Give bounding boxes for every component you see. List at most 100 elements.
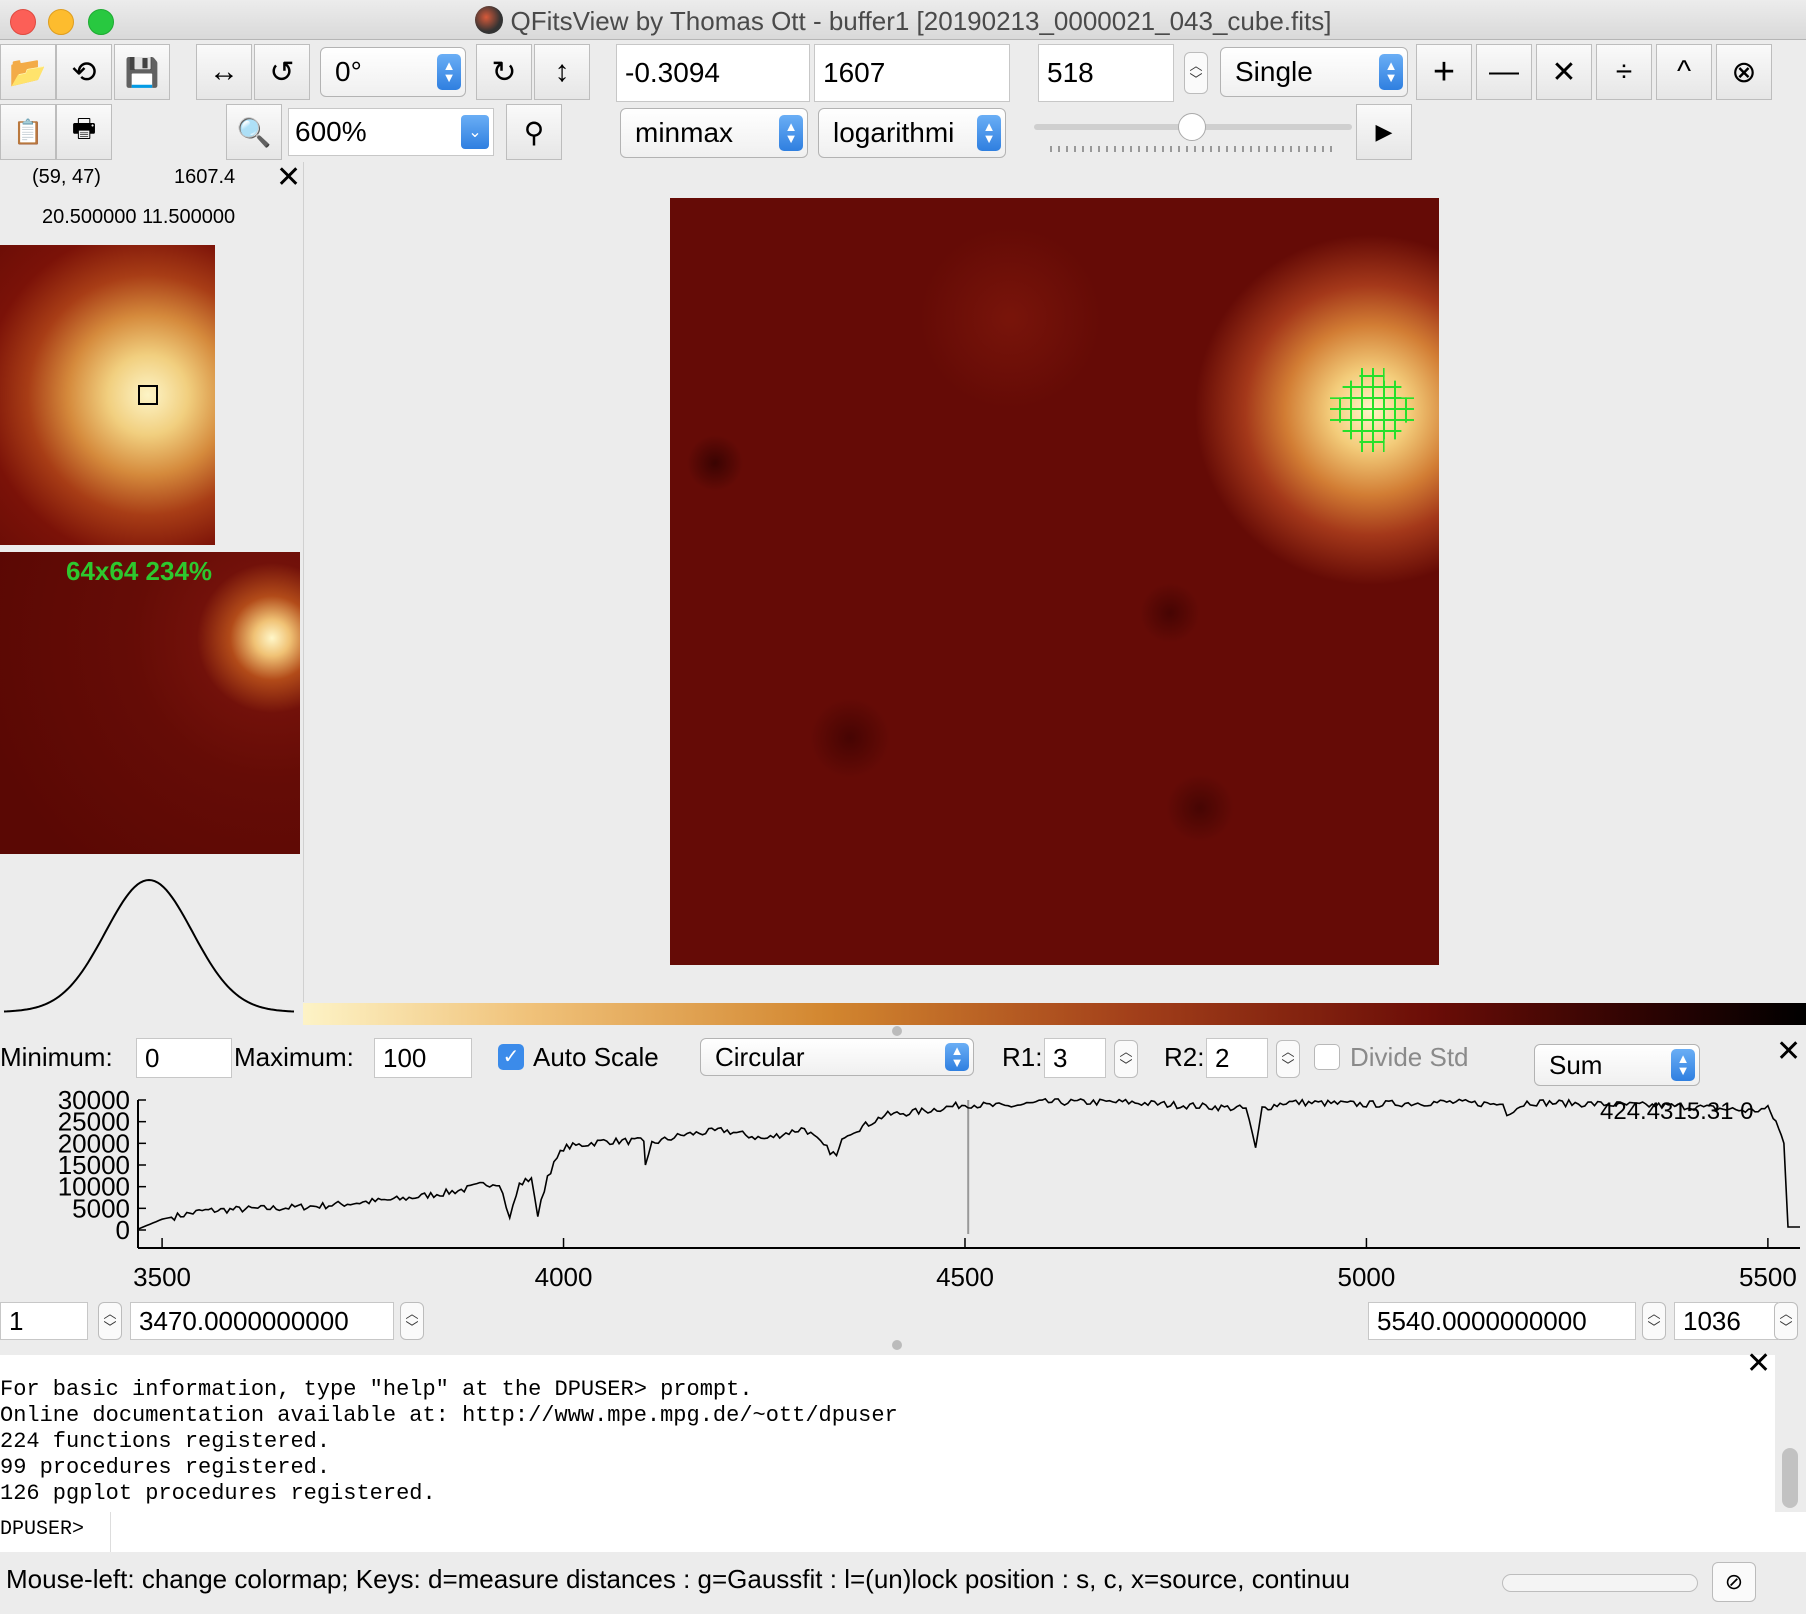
play-button[interactable]: ▶ xyxy=(1356,104,1412,160)
maximum-field[interactable]: 100 xyxy=(374,1038,472,1078)
xrange-end-field[interactable]: 5540.0000000000 xyxy=(1368,1302,1636,1340)
zoom-select[interactable]: 600% ⌄ xyxy=(288,108,494,156)
channel-start-field[interactable]: 1 xyxy=(0,1302,88,1340)
horizontal-arrows-icon: ↔ xyxy=(209,55,239,88)
select-arrows-icon: ▲ ▼ xyxy=(437,54,461,90)
spectrum-chart[interactable]: 3500 4000 4500 5000 5500 30000250002000015000… xyxy=(0,1090,1806,1300)
y-tick-label: 10000 xyxy=(58,1172,130,1202)
splitter-handle[interactable] xyxy=(892,1340,902,1350)
rotate-cw-button[interactable]: ↻ xyxy=(476,44,532,100)
channel-start-stepper[interactable]: ︿ ﹀ xyxy=(98,1302,122,1340)
close-console-icon[interactable]: ✕ xyxy=(1746,1347,1772,1380)
rotation-select[interactable]: 0° ▲ ▼ xyxy=(320,47,466,97)
stop-button[interactable]: ⊘ xyxy=(1712,1562,1756,1602)
flip-horizontal-button[interactable]: ↔ xyxy=(196,44,252,100)
frame-slider-thumb[interactable] xyxy=(1178,113,1206,141)
minimize-window-button[interactable] xyxy=(48,9,74,35)
x-tick-label: 4500 xyxy=(936,1262,994,1292)
channel-end-stepper[interactable]: ︿ ﹀ xyxy=(1774,1302,1798,1340)
magnifier-icon: 🔍 xyxy=(236,116,272,148)
pixel-value-field[interactable]: -0.3094 xyxy=(616,44,810,102)
zoom-window-button[interactable] xyxy=(88,9,114,35)
minimum-label: Minimum: xyxy=(0,1042,113,1072)
clear-button[interactable]: ⊗ xyxy=(1716,44,1772,100)
combine-select[interactable]: Sum ▲ ▼ xyxy=(1534,1044,1700,1086)
divide-icon: ÷ xyxy=(1615,55,1633,88)
power-button[interactable]: ^ xyxy=(1656,44,1712,100)
command-input[interactable] xyxy=(110,1512,1770,1552)
progress-bar xyxy=(1502,1574,1698,1592)
xrange-end-stepper[interactable]: ︿ ﹀ xyxy=(1642,1302,1666,1340)
scale-method-select[interactable]: minmax ▲ ▼ xyxy=(620,108,808,158)
r1-field[interactable]: 3 xyxy=(1044,1038,1106,1078)
magnifier-view[interactable] xyxy=(0,245,215,545)
select-arrows-icon: ▲ ▼ xyxy=(945,1043,969,1071)
multiply-button[interactable]: ✕ xyxy=(1536,44,1592,100)
overview-image[interactable]: 64x64 234% xyxy=(0,552,300,854)
divide-button[interactable]: ÷ xyxy=(1596,44,1652,100)
rotation-value: 0° xyxy=(335,56,362,87)
times-icon: ✕ xyxy=(1551,55,1577,89)
select-arrows-icon: ▲ ▼ xyxy=(977,115,1001,151)
print-button[interactable]: 🖶 xyxy=(56,104,112,160)
console-line: 224 functions registered. xyxy=(0,1429,331,1454)
r2-stepper[interactable]: ︿ ﹀ xyxy=(1276,1040,1300,1078)
console-line: 99 procedures registered. xyxy=(0,1455,331,1480)
splitter-handle[interactable] xyxy=(892,1026,902,1036)
close-info-icon[interactable]: ✕ xyxy=(276,161,302,194)
copy-button[interactable]: 📋 xyxy=(0,104,56,160)
cursor-box xyxy=(138,385,158,405)
y-tick-label: 0 xyxy=(116,1215,130,1245)
floppy-disk-icon: 💾 xyxy=(124,56,160,88)
reload-button[interactable]: ⟲ xyxy=(56,44,112,100)
minimum-field[interactable]: 0 xyxy=(136,1038,232,1078)
scale-method-value: minmax xyxy=(635,117,734,148)
spectrum-series-line xyxy=(137,1097,1800,1230)
y-tick-label: 5000 xyxy=(72,1193,130,1223)
spinner-icon: ⊘ xyxy=(1724,1569,1744,1594)
y-tick-label: 25000 xyxy=(58,1107,130,1137)
divide-std-label: Divide Std xyxy=(1350,1042,1469,1072)
frame-number-field[interactable]: 518 xyxy=(1038,44,1174,102)
y-tick-label: 30000 xyxy=(58,1090,130,1115)
console-line: 126 pgplot procedures registered. xyxy=(0,1481,436,1506)
colorbar[interactable] xyxy=(303,1003,1806,1025)
xrange-start-stepper[interactable]: ︿ ﹀ xyxy=(400,1302,424,1340)
dpuser-prompt: DPUSER> xyxy=(0,1518,85,1541)
window-title-text: QFitsView by Thomas Ott - buffer1 [20190… xyxy=(510,6,1332,36)
prompt-row[interactable]: DPUSER> xyxy=(0,1512,1806,1552)
flip-vertical-button[interactable]: ↕ xyxy=(534,44,590,100)
channel-end-field[interactable]: 1036 xyxy=(1674,1302,1778,1340)
minus-icon: — xyxy=(1489,55,1519,88)
select-arrows-icon: ▲ ▼ xyxy=(1379,54,1403,90)
mode-select[interactable]: Single ▲ ▼ xyxy=(1220,47,1408,97)
rotate-ccw-button[interactable]: ↺ xyxy=(254,44,310,100)
x-tick-label: 3500 xyxy=(133,1262,191,1292)
divide-std-checkbox[interactable] xyxy=(1314,1044,1340,1070)
auto-scale-label: Auto Scale xyxy=(533,1042,659,1072)
close-window-button[interactable] xyxy=(10,9,36,35)
main-image[interactable] xyxy=(670,198,1439,965)
auto-scale-checkbox[interactable]: ✓ xyxy=(498,1044,524,1070)
y-tick-label: 20000 xyxy=(58,1128,130,1158)
add-button[interactable]: + xyxy=(1416,44,1472,100)
cursor-position: (59, 47) xyxy=(32,166,101,188)
xrange-start-field[interactable]: 3470.0000000000 xyxy=(130,1302,394,1340)
scale-type-select[interactable]: logarithmi ▲ ▼ xyxy=(818,108,1006,158)
r2-field[interactable]: 2 xyxy=(1206,1038,1268,1078)
overview-label: 64x64 234% xyxy=(66,556,213,586)
close-spectrum-icon[interactable]: ✕ xyxy=(1776,1035,1802,1068)
console-line: Online documentation available at: http:… xyxy=(0,1403,898,1428)
open-file-button[interactable]: 📂 xyxy=(0,44,56,100)
profile-curve xyxy=(3,878,295,1013)
r1-stepper[interactable]: ︿ ﹀ xyxy=(1114,1040,1138,1078)
subtract-button[interactable]: — xyxy=(1476,44,1532,100)
frame-stepper[interactable]: ︿ ﹀ xyxy=(1184,52,1208,94)
status-bar: Mouse-left: change colormap; Keys: d=mea… xyxy=(0,1552,1806,1614)
save-button[interactable]: 💾 xyxy=(114,44,170,100)
zoom-fit-button[interactable]: ⚲ xyxy=(506,104,562,160)
count-field[interactable]: 1607 xyxy=(814,44,1010,102)
console-scrollbar[interactable] xyxy=(1782,1448,1798,1508)
zoom-tool-button[interactable]: 🔍 xyxy=(226,104,282,160)
aperture-select[interactable]: Circular ▲ ▼ xyxy=(700,1038,974,1076)
